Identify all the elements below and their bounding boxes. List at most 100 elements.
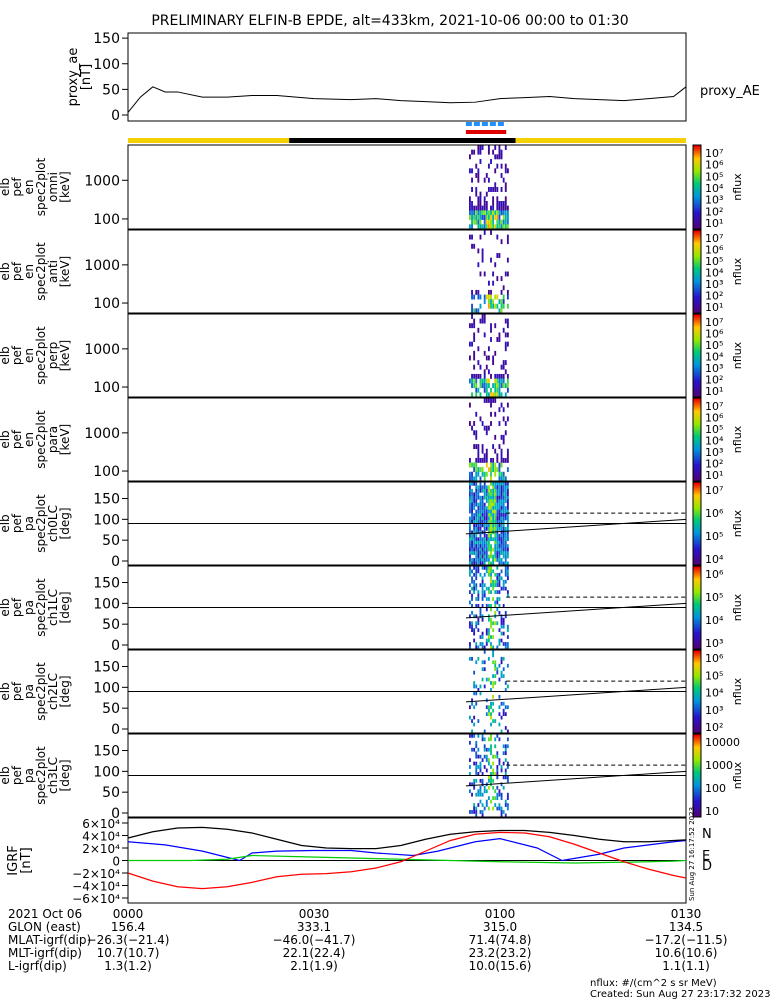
ylabel-line: anti (46, 260, 60, 283)
heatmap-cell (498, 145, 501, 150)
ylabel-line: ch1LC (46, 589, 60, 626)
heatmap-cell (502, 621, 505, 626)
heatmap-cell (498, 547, 501, 552)
heatmap-cell (496, 537, 499, 542)
heatmap-cell (471, 530, 473, 535)
heatmap-cell (498, 467, 501, 473)
heatmap-cell (502, 210, 505, 216)
heatmap-cell (494, 754, 497, 759)
heatmap-cell (477, 205, 480, 211)
heatmap-cell (473, 590, 476, 594)
heatmap-cell (502, 360, 505, 366)
heatmap-cell (496, 600, 499, 605)
heatmap-cell (500, 660, 503, 665)
heatmap-cell (504, 551, 507, 555)
heatmap-cell (504, 332, 507, 338)
heatmap-cell (496, 607, 499, 612)
heatmap-cell (500, 523, 503, 528)
colorbar-cell (693, 182, 701, 186)
en-tick-label: 100 (93, 296, 120, 312)
heatmap-cell (487, 369, 490, 375)
heatmap-cell (485, 554, 488, 559)
heatmap-cell (473, 516, 476, 521)
heatmap-cell (481, 635, 484, 639)
heatmap-cell (481, 645, 484, 650)
colorbar-cell (693, 810, 701, 814)
heatmap-cell (498, 210, 501, 216)
heatmap-cell (485, 506, 488, 510)
colorbar-cell (693, 343, 701, 346)
colorbar-cell (693, 691, 701, 695)
heatmap-cell (481, 257, 484, 263)
heatmap-cell (492, 383, 495, 389)
heatmap-cell (485, 533, 488, 538)
heatmap-cell (475, 467, 478, 473)
heatmap-cell (506, 737, 509, 742)
heatmap-cell (475, 530, 478, 535)
heatmap-cell (506, 684, 509, 689)
heatmap-cell (473, 614, 476, 619)
heatmap-cell (473, 499, 476, 504)
heatmap-cell (477, 569, 480, 574)
heatmap-cell (483, 544, 486, 549)
heatmap-cell (475, 754, 478, 759)
colorbar-tick-label: 10⁶ (705, 652, 724, 665)
heatmap-cell (494, 737, 497, 742)
heatmap-cell (483, 523, 486, 528)
heatmap-cell (469, 378, 471, 384)
heatmap-cell (475, 569, 478, 574)
heatmap-cell (498, 520, 501, 524)
heatmap-cell (494, 513, 497, 517)
heatmap-cell (504, 492, 507, 497)
heatmap-cell (481, 631, 484, 636)
heatmap-cell (496, 533, 499, 538)
heatmap-cell (471, 719, 473, 723)
colorbar-cell (693, 172, 701, 175)
heatmap-cell (487, 778, 490, 783)
heatmap-cell (496, 785, 499, 790)
heatmap-cell (500, 154, 503, 160)
colorbar-cell (693, 279, 701, 283)
heatmap-cell (471, 533, 473, 538)
heatmap-cell (494, 663, 497, 668)
heatmap-cell (473, 149, 476, 155)
heatmap-cell (496, 219, 499, 225)
colorbar-cell (693, 439, 701, 443)
heatmap-cell (487, 737, 490, 742)
heatmap-cell (490, 576, 492, 581)
colorbar-cell (693, 349, 701, 352)
heatmap-cell (487, 163, 490, 169)
pa-tick-label: 150 (93, 492, 120, 508)
heatmap-cell (492, 201, 495, 206)
heatmap-cell (477, 526, 480, 531)
heatmap-cell (475, 772, 478, 776)
heatmap-cell (492, 761, 495, 766)
heatmap-cell (487, 758, 490, 762)
heatmap-cell (490, 471, 492, 477)
heatmap-cell (469, 530, 471, 535)
heatmap-cell (500, 782, 503, 787)
heatmap-cell (504, 163, 507, 169)
heatmap-cell (492, 271, 495, 277)
heatmap-cell (481, 586, 484, 591)
heatmap-cell (473, 444, 476, 450)
colorbar-cell (693, 367, 701, 371)
heatmap-cell (473, 513, 476, 517)
heatmap-cell (485, 516, 488, 521)
heatmap-cell (471, 621, 473, 626)
heatmap-cell (494, 482, 497, 486)
heatmap-cell (506, 792, 509, 797)
ylabel-line: pef (10, 345, 24, 365)
colorbar-frame (692, 229, 702, 314)
heatmap-cell (469, 471, 471, 477)
heatmap-cell (500, 810, 503, 814)
heatmap-cell (485, 364, 488, 370)
heatmap-cell (477, 262, 480, 268)
heatmap-cell (481, 530, 484, 535)
heatmap-cell (498, 572, 501, 577)
colorbar-cell (693, 624, 701, 627)
heatmap-cell (471, 471, 473, 477)
heatmap-cell (473, 747, 476, 752)
heatmap-cell (498, 378, 501, 384)
heatmap-cell (490, 509, 492, 514)
